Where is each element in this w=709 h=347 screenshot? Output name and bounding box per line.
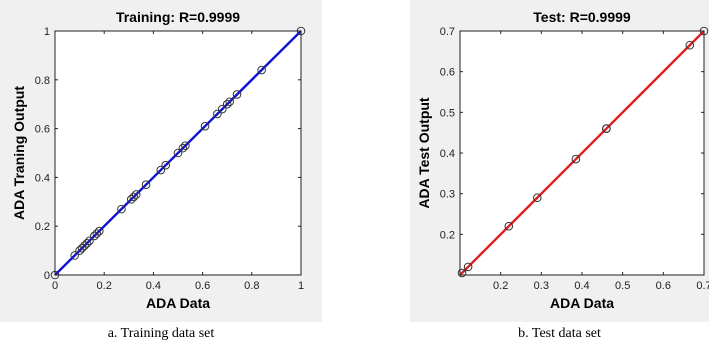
- training-title: Training: R=0.9999: [116, 9, 240, 25]
- training-data-point: [80, 241, 89, 251]
- test-axes-frame: [459, 30, 705, 276]
- test-chart: Test: R=0.9999 0.2 0.3 0.4 0.5 0.6 0.7 0.2 0.3 0.…: [416, 9, 709, 311]
- training-data-point: [161, 160, 170, 170]
- training-data-point: [94, 226, 104, 236]
- test-panel: Test: R=0.9999 0.2 0.3 0.4 0.5 0.6 0.7 0.2 0.3 0.…: [410, 0, 709, 322]
- test-ylabel: ADA Test Output: [416, 97, 432, 209]
- training-data-point: [117, 204, 126, 214]
- training-xlabel: ADA Data: [146, 295, 210, 311]
- test-xtick-label: 0.7: [696, 280, 709, 292]
- training-xtick-label: 0: [52, 280, 58, 292]
- training-ytick-label: 0.8: [35, 75, 50, 87]
- test-data-point: [571, 154, 581, 164]
- training-axes-frame: [54, 30, 302, 276]
- training-ytick-label: 0.6: [35, 124, 50, 136]
- training-data-point: [232, 90, 242, 99]
- test-title: Test: R=0.9999: [533, 9, 631, 25]
- training-data-point: [213, 109, 222, 119]
- test-xtick-label: 0.2: [493, 280, 508, 292]
- test-ytick-label: 0.2: [440, 229, 455, 241]
- test-fit-line: [459, 30, 705, 276]
- test-data-point: [532, 193, 542, 203]
- test-ytick-label: 0.5: [440, 107, 455, 119]
- training-data-point: [257, 65, 266, 75]
- training-data-point: [90, 231, 99, 241]
- test-xtick-label: 0.4: [574, 280, 589, 292]
- training-data-point: [77, 243, 87, 253]
- test-ytick-label: 0.6: [440, 67, 455, 79]
- training-fit-line: [54, 30, 302, 276]
- test-xtick-label: 0.6: [656, 280, 671, 292]
- test-ytick-label: 0.7: [440, 26, 455, 38]
- training-data-point: [181, 141, 190, 150]
- training-data-point: [70, 251, 79, 260]
- training-data-point: [217, 104, 227, 114]
- test-xlabel: ADA Data: [550, 295, 614, 311]
- training-data-point: [126, 195, 136, 204]
- test-xtick-label: 0.3: [534, 280, 549, 292]
- test-ytick-label: 0.4: [440, 148, 455, 160]
- training-data-point: [92, 229, 102, 238]
- test-data-point: [504, 221, 514, 231]
- test-data-point: [457, 268, 467, 278]
- test-caption: b. Test data set: [518, 326, 601, 341]
- training-xtick-label: 1: [298, 280, 304, 292]
- test-data-point: [685, 40, 695, 50]
- test-data-point: [463, 262, 473, 272]
- training-data-point: [222, 99, 232, 109]
- training-xtick-label: 0.4: [146, 280, 161, 292]
- training-data-point: [225, 97, 234, 107]
- test-xtick-label: 0.5: [615, 280, 630, 292]
- test-ytick-label: 0.3: [440, 189, 455, 201]
- training-ytick-label: 0.4: [35, 172, 50, 184]
- training-xtick-label: 0.6: [195, 280, 210, 292]
- training-xtick-label: 0.8: [244, 280, 259, 292]
- training-data-point: [173, 148, 183, 158]
- training-xtick-label: 0.2: [97, 280, 112, 292]
- training-ylabel: ADA Traning Output: [11, 86, 27, 220]
- training-chart: Training: R=0.9999 0 0.2 0.4 0.6 0.8 1 0 0.2 0.4 0…: [11, 9, 306, 311]
- training-data-point: [131, 190, 141, 199]
- training-data-point: [129, 192, 139, 202]
- training-ytick-label: 1: [44, 26, 50, 38]
- training-data-point: [82, 238, 92, 248]
- training-caption: a. Training data set: [107, 326, 215, 341]
- training-data-point: [200, 121, 210, 131]
- training-data-point: [178, 143, 188, 153]
- training-ytick-label: 0: [44, 270, 50, 282]
- training-data-point: [141, 180, 151, 190]
- training-data-point: [156, 165, 166, 175]
- training-data-point: [75, 246, 84, 255]
- test-data-point: [602, 124, 611, 133]
- training-ytick-label: 0.2: [35, 221, 50, 233]
- training-data-point: [85, 236, 94, 246]
- training-panel: Training: R=0.9999 0 0.2 0.4 0.6 0.8 1 0 0.2 0.4 0…: [0, 0, 322, 322]
